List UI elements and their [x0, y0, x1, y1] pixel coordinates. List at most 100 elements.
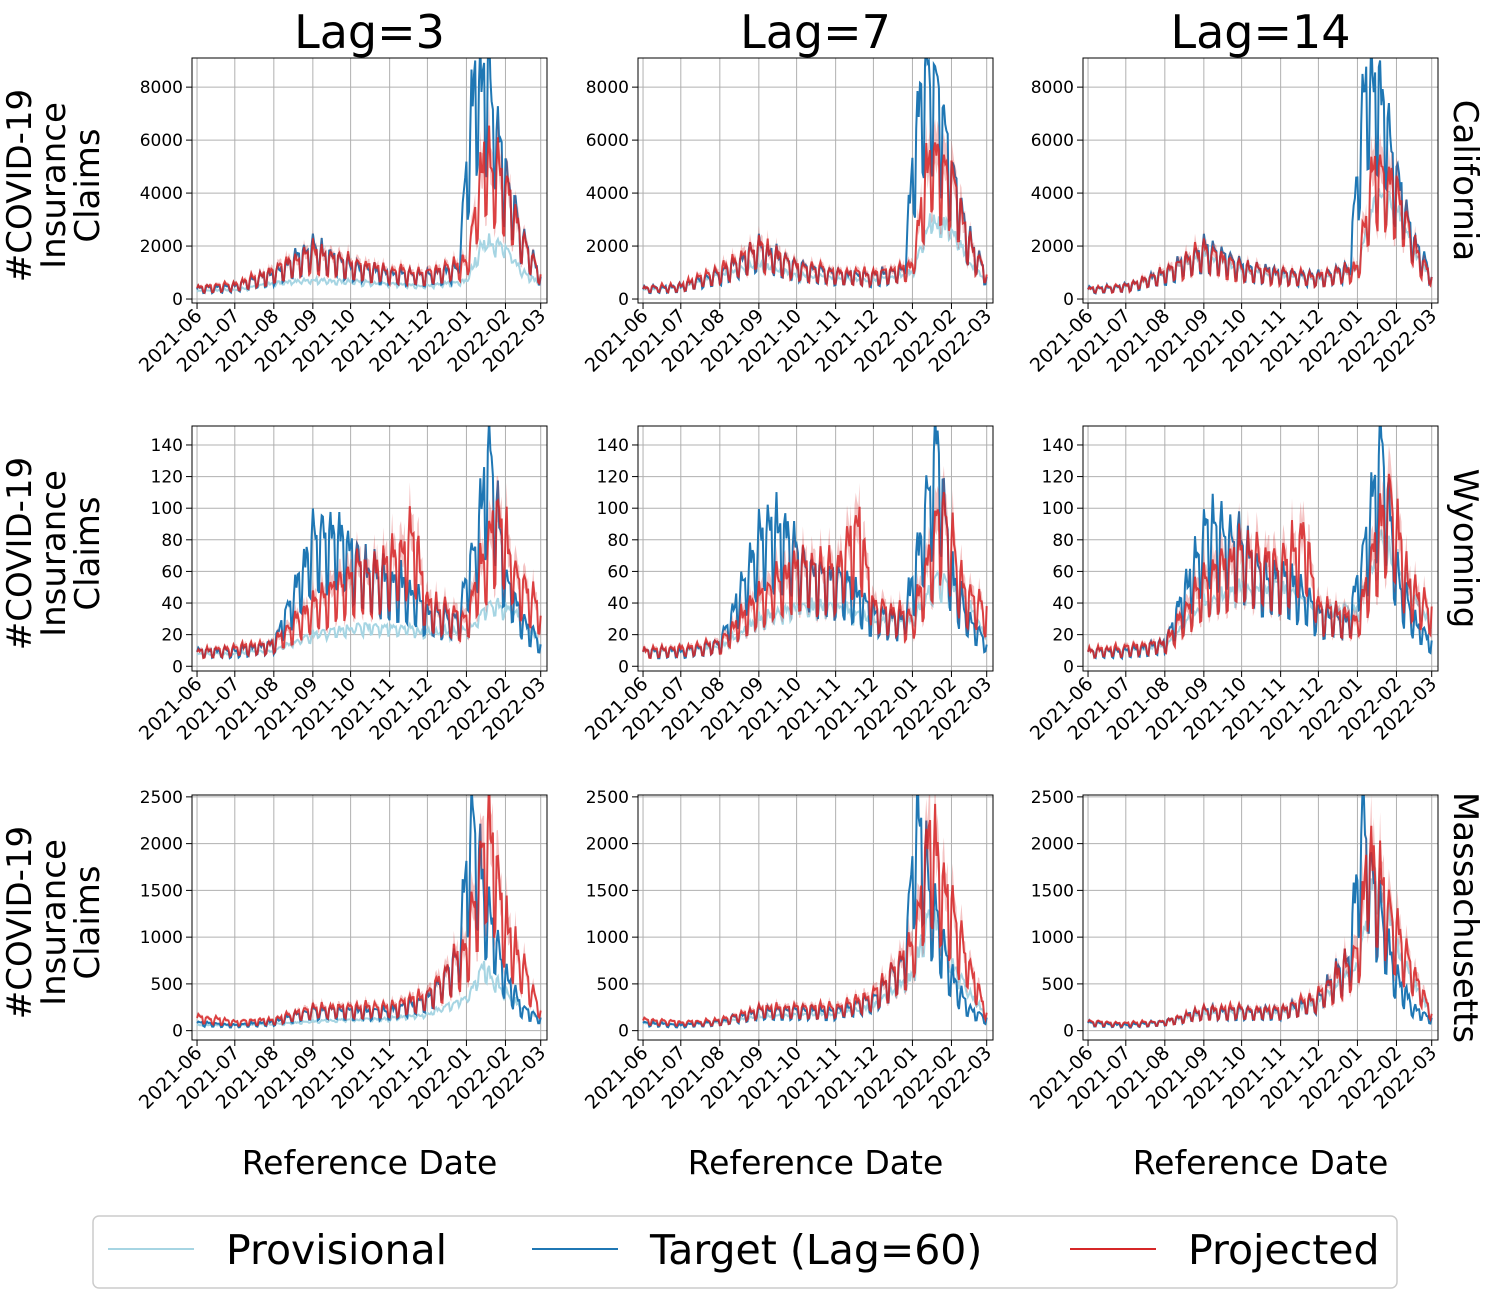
y-axis-label-line: Insurance — [34, 470, 74, 637]
projected-band — [1088, 132, 1432, 294]
plot-frame — [191, 425, 548, 672]
y-tick-label: 0 — [618, 657, 629, 677]
plot-frame — [1082, 57, 1439, 304]
row-label: Wyoming — [1445, 469, 1485, 629]
y-tick-label: 2000 — [140, 835, 183, 855]
series-line-target-lag-60 — [196, 795, 542, 1029]
y-tick-label: 60 — [161, 562, 183, 582]
y-tick-label: 80 — [1052, 531, 1074, 551]
x-axis-label: Reference Date — [1133, 1143, 1389, 1182]
subplot-r3-c2: 050010001500200025002021-062021-072021-0… — [581, 788, 996, 1182]
plot-frame — [637, 794, 994, 1041]
legend-frame — [92, 1215, 1398, 1289]
legend-label: Provisional — [226, 1226, 447, 1274]
y-tick-label: 4000 — [140, 184, 183, 204]
y-tick-label: 40 — [161, 594, 183, 614]
y-tick-label: 8000 — [586, 78, 629, 98]
y-tick-label: 40 — [1052, 594, 1074, 614]
y-tick-label: 80 — [161, 531, 183, 551]
y-axis-label-line: Claims — [68, 865, 108, 979]
y-axis-label-line: #COVID-19 — [0, 89, 40, 282]
grid-lines — [1083, 58, 1438, 303]
y-tick-label: 0 — [618, 1022, 629, 1042]
y-tick-label: 2000 — [1031, 237, 1074, 257]
subplot-r2-c3: 0204060801001201402021-062021-072021-082… — [1026, 425, 1485, 745]
y-tick-label: 2500 — [586, 788, 629, 808]
subplot-r3-c1: 050010001500200025002021-062021-072021-0… — [0, 788, 550, 1182]
y-tick-label: 80 — [607, 531, 629, 551]
y-tick-label: 1000 — [1031, 928, 1074, 948]
subplot-r2-c1: 0204060801001201402021-062021-072021-082… — [0, 425, 550, 745]
y-tick-label: 500 — [1042, 975, 1074, 995]
plot-frame — [1082, 425, 1439, 672]
series-line-target-lag-60 — [642, 426, 988, 660]
column-title: Lag=14 — [1170, 5, 1350, 59]
series-line-provisional — [642, 213, 988, 294]
series-line-projected — [642, 803, 988, 1027]
y-tick-label: 0 — [172, 1022, 183, 1042]
y-tick-label: 0 — [1063, 657, 1074, 677]
series-line-provisional — [1087, 188, 1432, 293]
column-title: Lag=3 — [294, 5, 445, 59]
subplot-r1-c2: 020004000600080002021-062021-072021-0820… — [581, 5, 996, 377]
grid-lines — [638, 795, 993, 1040]
y-axis-label-line: Claims — [68, 128, 108, 242]
y-tick-label: 100 — [597, 499, 629, 519]
y-tick-label: 0 — [172, 290, 183, 310]
series-group — [196, 795, 542, 1029]
projected-band — [197, 795, 541, 1027]
y-tick-label: 140 — [597, 436, 629, 456]
y-tick-label: 2500 — [1031, 788, 1074, 808]
y-tick-label: 0 — [1063, 290, 1074, 310]
y-tick-label: 0 — [618, 290, 629, 310]
y-tick-label: 500 — [597, 975, 629, 995]
plot-frame — [191, 57, 548, 304]
y-tick-label: 60 — [607, 562, 629, 582]
legend-item: Target (Lag=60) — [532, 1226, 982, 1274]
y-tick-label: 60 — [1052, 562, 1074, 582]
y-tick-label: 6000 — [140, 131, 183, 151]
series-group — [196, 426, 542, 660]
y-tick-label: 2500 — [140, 788, 183, 808]
y-tick-label: 0 — [1063, 1022, 1074, 1042]
series-group — [642, 795, 988, 1029]
plot-frame — [191, 794, 548, 1041]
series-line-provisional — [196, 960, 542, 1028]
series-line-projected — [196, 125, 542, 295]
series-group — [1087, 795, 1433, 1029]
series-line-projected — [1087, 154, 1433, 295]
y-tick-label: 1500 — [140, 881, 183, 901]
y-axis-label: #COVID-19InsuranceClaims — [0, 457, 108, 650]
y-axis-label-line: Insurance — [34, 839, 74, 1006]
series-group — [642, 58, 988, 295]
y-tick-label: 140 — [151, 436, 183, 456]
y-tick-label: 1500 — [1031, 881, 1074, 901]
y-tick-label: 1000 — [586, 928, 629, 948]
series-line-projected — [1087, 473, 1433, 660]
series-line-projected — [1087, 825, 1433, 1028]
y-tick-label: 2000 — [586, 835, 629, 855]
projected-band — [197, 475, 541, 659]
y-tick-label: 120 — [151, 468, 183, 488]
legend-label: Projected — [1188, 1226, 1380, 1274]
y-tick-label: 100 — [151, 499, 183, 519]
series-group — [1087, 58, 1433, 295]
series-line-provisional — [642, 569, 988, 656]
y-tick-label: 2000 — [1031, 835, 1074, 855]
y-tick-label: 120 — [597, 468, 629, 488]
legend: Provisional Target (Lag=60) Projected — [92, 1215, 1398, 1289]
series-group — [196, 58, 542, 295]
subplot-r2-c2: 0204060801001201402021-062021-072021-082… — [581, 425, 996, 745]
y-axis-label-line: Claims — [68, 496, 108, 610]
y-tick-label: 1500 — [586, 881, 629, 901]
plot-frame — [637, 57, 994, 304]
subplot-r1-c1: 020004000600080002021-062021-072021-0820… — [0, 5, 550, 377]
series-line-projected — [196, 498, 542, 660]
y-axis-label: #COVID-19InsuranceClaims — [0, 826, 108, 1019]
y-tick-label: 20 — [161, 626, 183, 646]
y-tick-label: 20 — [1052, 626, 1074, 646]
grid-lines — [1083, 795, 1438, 1040]
y-tick-label: 140 — [1042, 436, 1074, 456]
y-tick-label: 0 — [172, 657, 183, 677]
